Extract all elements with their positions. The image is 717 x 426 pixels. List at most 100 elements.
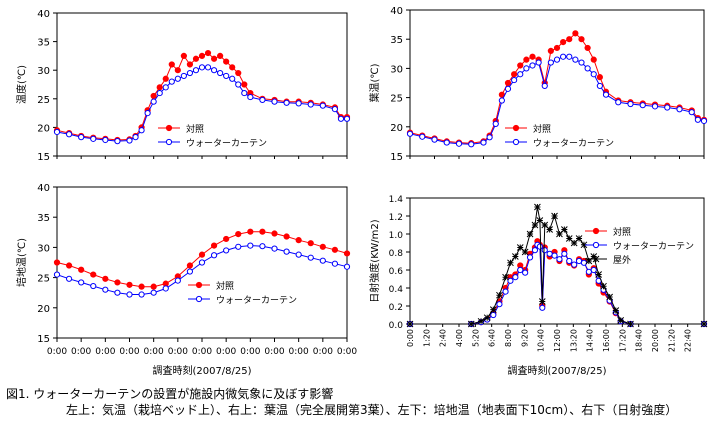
data-point — [580, 241, 588, 249]
legend-marker — [195, 281, 203, 289]
data-point — [480, 139, 487, 146]
data-point — [406, 130, 414, 137]
data-point — [595, 271, 603, 278]
x-axis-label: 調査時刻(2007/8/25) — [507, 364, 606, 377]
legend-label: ウォーターカーテン — [186, 138, 267, 149]
data-point — [536, 217, 544, 224]
y-tick-label: 1.2 — [389, 213, 403, 223]
y-tick-label: 40 — [37, 183, 50, 194]
data-point — [566, 36, 573, 43]
plot-area — [409, 9, 705, 157]
legend-marker — [592, 255, 600, 263]
x-tick-label: 0:00 — [216, 347, 236, 357]
legend-marker — [592, 227, 600, 235]
data-point — [496, 301, 503, 308]
data-point — [78, 279, 85, 286]
legend-label: 対照 — [186, 123, 204, 135]
y-tick-label: 40 — [390, 6, 403, 17]
data-point — [694, 116, 701, 123]
legend-label: 対照 — [216, 280, 234, 292]
data-point — [585, 257, 593, 265]
data-point — [547, 59, 554, 66]
figure-caption-description: 左上：気温（栽培ベッド上）、右上：葉温（完全展開第3葉）、左下：培地温（地表面下… — [66, 403, 678, 417]
data-point — [192, 67, 200, 74]
data-point — [602, 91, 610, 98]
x-tick-label: 22:40 — [684, 329, 693, 352]
data-point — [192, 55, 200, 62]
data-point — [560, 53, 567, 60]
data-point — [467, 320, 475, 328]
chart-solar-radiation: 0.0 0.2 0.4 0.6 0.8 1.0 1.2 1.4 日射強度(KW/m2) 0:00 1… — [368, 195, 708, 377]
data-point — [490, 311, 497, 319]
data-point — [174, 75, 181, 82]
x-tick-label: 6:40 — [488, 329, 497, 347]
x-tick-label: 0:00 — [264, 347, 284, 357]
data-point — [114, 138, 121, 145]
data-point — [53, 128, 61, 136]
data-point — [546, 226, 554, 233]
figure-canvas: 152025303540温度(℃)対照ウォーターカーテン152025303540… — [15, 6, 708, 377]
data-point — [522, 269, 529, 276]
y-tick-label: 15 — [37, 334, 50, 345]
data-point — [617, 317, 625, 324]
data-point — [78, 134, 85, 141]
data-point — [210, 55, 218, 62]
data-point — [337, 115, 345, 122]
figure-caption-title: 図1. ウォーターカーテンの設置が施設内微気象に及ぼす影響 — [6, 387, 334, 401]
data-point — [186, 262, 194, 269]
data-point — [198, 52, 206, 60]
x-tick-label: 0:00 — [289, 347, 309, 357]
data-point — [210, 242, 218, 249]
data-point — [556, 230, 563, 238]
data-point — [523, 56, 530, 63]
data-point — [526, 254, 534, 261]
data-point — [547, 47, 554, 54]
data-point — [271, 245, 278, 252]
x-tick-label: 20:00 — [651, 329, 660, 352]
legend-marker — [512, 138, 520, 146]
x-tick-label: 0:00 — [144, 347, 164, 357]
x-tick-label: 0:00 — [47, 347, 67, 357]
data-point — [114, 289, 121, 296]
data-point — [53, 259, 61, 266]
data-point — [283, 99, 290, 106]
x-axis-label: 調査時刻(2007/8/25) — [152, 364, 251, 377]
x-tick-label: 0:00 — [313, 347, 333, 357]
data-point — [150, 92, 157, 100]
x-tick-label: 1:20 — [422, 329, 431, 347]
data-point — [536, 243, 543, 250]
data-point — [676, 106, 683, 113]
data-point — [566, 53, 573, 60]
x-tick-label: 0:00 — [337, 347, 357, 357]
y-tick-label: 0.0 — [389, 321, 404, 331]
y-tick-label: 0.8 — [389, 249, 404, 259]
y-tick-label: 0.6 — [389, 267, 404, 277]
x-tick-label: 9:20 — [520, 329, 529, 347]
data-point — [596, 82, 603, 90]
legend-marker — [592, 241, 600, 249]
data-point — [53, 271, 61, 278]
data-point — [590, 56, 597, 63]
y-axis-label: 葉温(℃) — [368, 63, 381, 102]
data-point — [535, 59, 542, 66]
legend-label: ウォーターカーテン — [533, 138, 614, 149]
data-point — [259, 96, 266, 104]
legend-label: ウォーターカーテン — [613, 241, 694, 252]
data-point — [584, 65, 591, 72]
data-point — [496, 291, 503, 299]
data-point — [162, 84, 169, 91]
data-point — [307, 101, 314, 108]
data-point — [138, 291, 145, 298]
data-point — [295, 237, 302, 244]
data-point — [612, 307, 620, 314]
x-tick-label: 0:00 — [168, 347, 188, 357]
data-point — [560, 226, 568, 233]
data-point — [504, 85, 512, 92]
data-point — [560, 39, 567, 46]
legend-marker — [512, 124, 520, 132]
x-tick-label: 4:00 — [455, 329, 464, 347]
data-point — [343, 115, 351, 122]
data-point — [217, 69, 224, 77]
x-tick-label: 0:00 — [95, 347, 115, 357]
y-tick-label: 0.2 — [389, 303, 403, 313]
